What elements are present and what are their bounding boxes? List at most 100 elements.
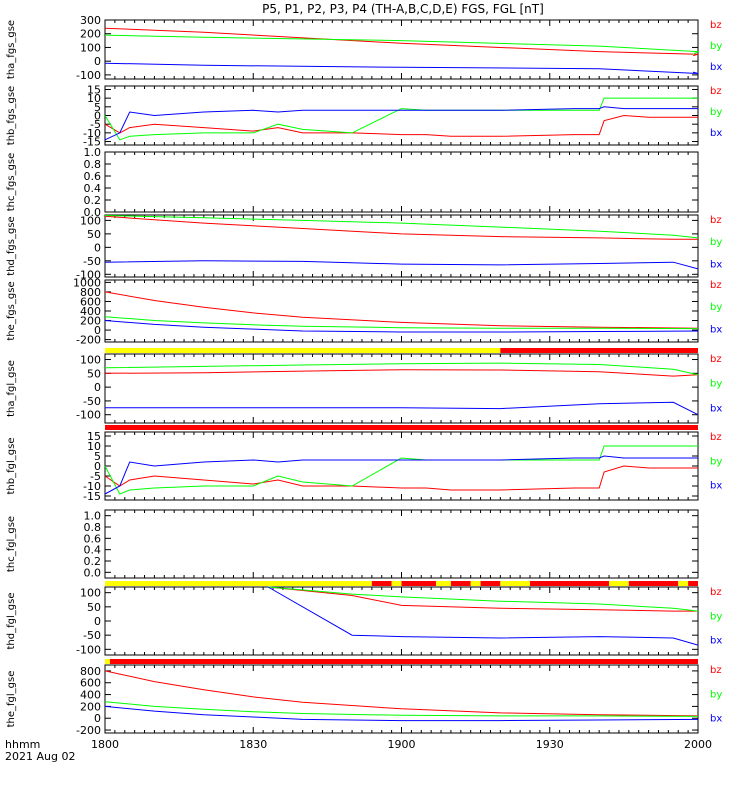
status-segment-yellow: [105, 348, 501, 353]
component-label-bx: bx: [710, 128, 722, 139]
status-segment-red: [480, 581, 501, 586]
y-axis-label: the_fgs_gse: [6, 281, 17, 340]
y-tick-label: 0.0: [84, 566, 102, 579]
series-line-bz: [104, 114, 698, 137]
y-tick-label: 1.0: [84, 510, 102, 523]
status-segment-red: [105, 425, 698, 430]
component-label-bz: bz: [710, 280, 722, 291]
panel-frame: [104, 214, 699, 278]
y-tick-label: 0.4: [84, 182, 102, 195]
y-tick-label: 100: [80, 354, 101, 367]
series-line-bz: [268, 586, 698, 612]
panel-frame: [104, 431, 699, 501]
series-line-by: [104, 215, 699, 239]
status-bar-1: [105, 425, 698, 430]
series-line-bx: [104, 106, 698, 141]
status-segment-red: [688, 581, 698, 586]
time-axis-label-date: 2021 Aug 02: [5, 750, 75, 763]
panel-frame: [104, 85, 699, 146]
y-tick-label: -50: [83, 255, 101, 268]
component-label-by: by: [710, 456, 722, 467]
panel-frame: [104, 353, 699, 424]
status-segment-red: [371, 581, 392, 586]
y-axis-label: tha_fgl_gse: [6, 360, 17, 417]
y-tick-label: -15: [83, 490, 101, 503]
panel-frame: [104, 509, 699, 579]
y-tick-label: 1000: [73, 276, 101, 289]
component-label-bx: bx: [710, 636, 722, 647]
time-axis-label-hhmm: hhmm: [5, 738, 40, 751]
component-label-bz: bz: [710, 86, 722, 97]
component-label-by: by: [710, 302, 722, 313]
y-tick-label: -15: [83, 136, 101, 149]
component-label-bz: bz: [710, 432, 722, 443]
chart-title: P5, P1, P2, P3, P4 (TH-A,B,C,D,E) FGS, F…: [262, 2, 544, 16]
y-tick-label: -100: [76, 409, 101, 422]
panel-frame: [104, 664, 699, 734]
panel-thc_fgl_gse: 1.00.80.60.40.20.0 thc_fgl_gse: [6, 509, 699, 579]
status-segment-red: [500, 348, 698, 353]
series-line-bx: [104, 260, 699, 270]
status-segment-red: [529, 581, 610, 586]
y-tick-label: 800: [80, 665, 101, 678]
y-tick-label: 5: [94, 101, 101, 114]
y-axis-label: thc_fgs_gse: [6, 153, 17, 212]
y-tick-label: 0: [94, 381, 101, 394]
y-tick-label: -200: [76, 724, 101, 737]
series-line-by: [268, 586, 699, 612]
y-tick-label: 0.2: [84, 555, 102, 568]
status-segment-yellow: [500, 581, 530, 586]
component-label-by: by: [710, 689, 722, 700]
status-segment-yellow: [436, 581, 451, 586]
panel-thc_fgs_gse: 1.00.80.60.40.20.0 thc_fgs_gse: [6, 146, 699, 219]
y-tick-label: 0: [94, 55, 101, 68]
component-label-bx: bx: [710, 481, 722, 492]
component-label-by: by: [710, 611, 722, 622]
y-tick-label: -100: [76, 69, 101, 82]
y-tick-label: 100: [80, 587, 101, 600]
x-tick-label: 1800: [91, 738, 119, 751]
y-tick-label: 10: [87, 440, 101, 453]
y-tick-label: -100: [76, 643, 101, 656]
y-tick-label: 15: [87, 430, 101, 443]
y-tick-label: 0: [94, 241, 101, 254]
status-segment-yellow: [105, 581, 372, 586]
x-tick-label: 2000: [684, 738, 712, 751]
series-line-bx: [104, 705, 699, 722]
component-label-bx: bx: [710, 62, 722, 73]
status-segment-red: [450, 581, 471, 586]
y-tick-label: 200: [80, 700, 101, 713]
status-segment-yellow: [609, 581, 629, 586]
series-line-bz: [104, 369, 699, 377]
y-axis-label: the_fgl_gse: [6, 671, 17, 728]
series-line-by: [104, 362, 699, 376]
y-tick-label: 0.0: [84, 206, 102, 219]
series-line-bx: [267, 586, 699, 646]
y-tick-label: 0: [94, 712, 101, 725]
status-bar-3: [105, 659, 699, 664]
y-tick-label: 400: [80, 689, 101, 702]
y-tick-label: 400: [80, 305, 101, 318]
y-tick-label: 0.6: [84, 170, 102, 183]
component-label-bx: bx: [710, 714, 722, 725]
series-line-bx: [104, 62, 699, 74]
series-line-bx: [104, 320, 699, 333]
series-line-bz: [104, 670, 699, 717]
y-axis-label: thc_fgl_gse: [6, 516, 17, 572]
y-tick-label: 5: [94, 450, 101, 463]
y-axis-label: thd_fgs_gse: [6, 216, 17, 275]
series-line-bz: [104, 465, 698, 491]
panel-frame: [104, 279, 699, 343]
status-bar-0: [105, 348, 698, 353]
series-line-bx: [104, 455, 698, 495]
component-label-by: by: [710, 237, 722, 248]
status-segment-yellow: [678, 581, 689, 586]
y-tick-label: -10: [83, 480, 101, 493]
